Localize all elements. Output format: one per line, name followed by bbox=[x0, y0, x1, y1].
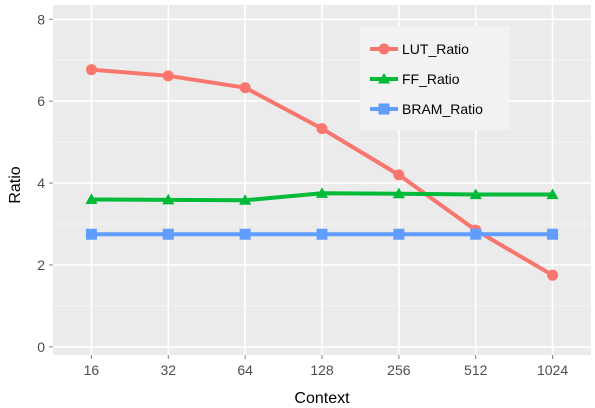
data-point bbox=[393, 169, 405, 181]
series-bram-ratio bbox=[85, 228, 559, 240]
data-point bbox=[547, 228, 559, 240]
data-point bbox=[392, 187, 405, 199]
legend: LUT_Ratio FF_Ratio BRAM_Ratio bbox=[360, 26, 510, 130]
x-axis-ticks: 16 32 64 128 256 512 1024 bbox=[84, 355, 568, 378]
data-point bbox=[469, 188, 482, 200]
y-tick-label: 2 bbox=[37, 257, 45, 273]
x-tick-label: 1024 bbox=[537, 362, 568, 378]
data-point bbox=[316, 123, 328, 135]
x-axis-title: Context bbox=[294, 390, 350, 407]
y-axis-ticks: 0 2 4 6 8 bbox=[37, 11, 53, 355]
x-tick-label: 512 bbox=[464, 362, 488, 378]
data-point bbox=[393, 228, 405, 240]
data-point bbox=[239, 228, 251, 240]
data-point bbox=[239, 82, 251, 94]
data-point bbox=[85, 64, 97, 76]
data-point bbox=[470, 228, 482, 240]
data-point bbox=[85, 228, 97, 240]
y-tick-label: 4 bbox=[37, 175, 45, 191]
x-tick-label: 128 bbox=[310, 362, 334, 378]
y-tick-label: 6 bbox=[37, 93, 45, 109]
legend-item: FF_Ratio bbox=[370, 71, 460, 87]
legend-label: LUT_Ratio bbox=[402, 41, 469, 57]
legend-key-marker bbox=[377, 72, 391, 84]
legend-label: FF_Ratio bbox=[402, 71, 460, 87]
data-point bbox=[162, 70, 174, 82]
data-point bbox=[239, 194, 252, 205]
data-point bbox=[547, 269, 559, 281]
legend-label: BRAM_Ratio bbox=[402, 101, 483, 117]
x-tick-label: 256 bbox=[387, 362, 411, 378]
y-tick-label: 8 bbox=[37, 11, 45, 27]
series-ff-ratio bbox=[85, 187, 559, 205]
data-point bbox=[315, 187, 329, 198]
x-tick-label: 64 bbox=[237, 362, 253, 378]
legend-key-marker bbox=[378, 103, 390, 115]
x-tick-label: 16 bbox=[84, 362, 100, 378]
y-axis-title: Ratio bbox=[7, 166, 24, 203]
data-point bbox=[162, 193, 175, 205]
y-tick-label: 0 bbox=[37, 339, 45, 355]
legend-key-marker bbox=[378, 43, 390, 55]
x-tick-label: 32 bbox=[160, 362, 176, 378]
legend-item: LUT_Ratio bbox=[370, 41, 469, 57]
data-point bbox=[85, 193, 98, 204]
legend-item: BRAM_Ratio bbox=[370, 101, 483, 117]
data-point bbox=[316, 228, 328, 240]
data-point bbox=[162, 228, 174, 240]
series-group bbox=[85, 64, 559, 281]
data-point bbox=[546, 188, 559, 200]
